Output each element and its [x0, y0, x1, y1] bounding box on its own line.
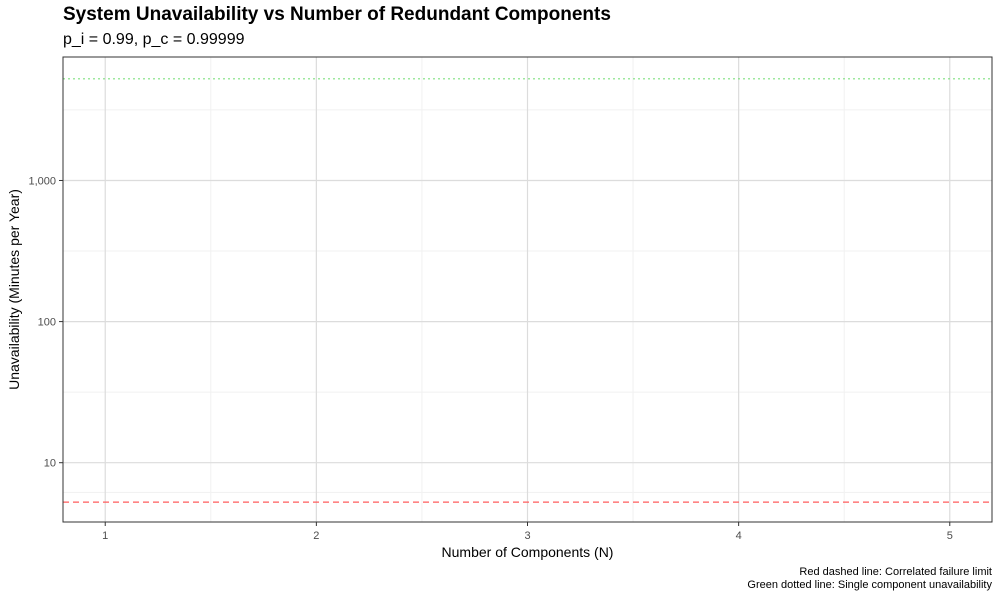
x-tick-label: 4	[736, 530, 742, 542]
x-tick-label: 2	[313, 530, 319, 542]
axis-ticks: 1 2 3 4 5 10 100 1,000	[28, 175, 952, 542]
y-tick-label: 100	[38, 317, 56, 329]
reference-lines	[63, 78, 992, 503]
chart-subtitle: p_i = 0.99, p_c = 0.99999	[63, 31, 245, 48]
y-tick-label: 10	[44, 458, 56, 470]
caption-correlated-limit: Red dashed line: Correlated failure limi…	[799, 566, 992, 578]
y-tick-label: 1,000	[28, 175, 56, 187]
x-tick-label: 5	[947, 530, 953, 542]
major-gridlines	[63, 57, 992, 522]
x-tick-label: 3	[524, 530, 530, 542]
y-axis-title: Unavailability (Minutes per Year)	[6, 189, 22, 390]
x-tick-label: 1	[102, 530, 108, 542]
caption-single-component: Green dotted line: Single component unav…	[747, 579, 992, 591]
chart-title: System Unavailability vs Number of Redun…	[63, 4, 611, 25]
x-axis-title: Number of Components (N)	[442, 544, 614, 560]
